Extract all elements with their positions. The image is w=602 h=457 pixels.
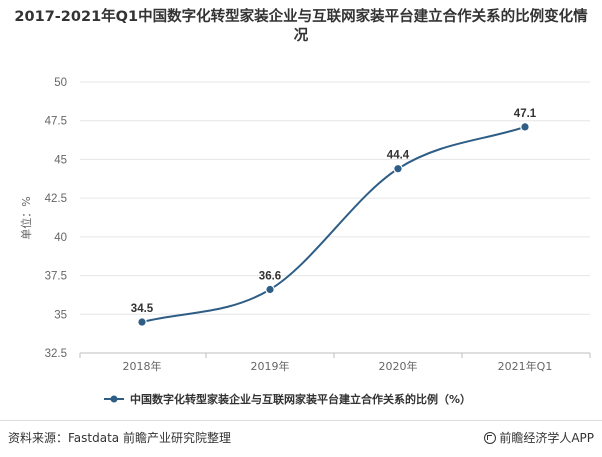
data-point [137,317,147,327]
y-tick-label: 40 [54,232,67,244]
source-note: 资料来源：Fastdata 前瞻产业研究院整理 [8,431,231,445]
brand-name: 前瞻经济学人APP [499,431,594,445]
x-axis: 2018年 2019年 2020年 2021年Q1 [79,353,591,373]
data-point [265,284,275,295]
legend: 中国数字化转型家装企业与互联网家装平台建立合作关系的比例（%） [104,392,471,406]
data-point [520,122,530,132]
brand-logo-icon [484,432,497,444]
grid-lines [80,81,590,354]
y-axis-ticks: 32.5 35 37.5 40 42.5 45 47.5 50 [45,77,67,360]
legend-label: 中国数字化转型家装企业与互联网家装平台建立合作关系的比例（%） [130,392,471,406]
data-label: 36.6 [259,271,281,283]
y-axis-label: 单位：% [19,196,33,239]
data-point [393,163,403,174]
data-label: 47.1 [514,108,537,120]
y-tick-label: 35 [54,309,67,321]
data-label: 44.4 [387,150,410,162]
data-label: 34.5 [131,303,154,315]
y-tick-label: 32.5 [45,348,67,360]
data-labels: 34.5 36.6 44.4 47.1 [131,108,537,315]
y-tick-label: 37.5 [45,271,67,283]
y-tick-label: 50 [54,77,67,89]
line-chart: 32.5 35 37.5 40 42.5 45 47.5 50 2018年 2019年 2020年… [19,77,591,406]
x-tick-label: 2019年 [251,359,290,373]
series-line [141,125,526,323]
x-tick-label: 2018年 [123,359,162,373]
chart-title: 2017-2021年Q1中国数字化转型家装企业与互联网家装平台建立合作关系的比例… [14,9,588,44]
y-tick-label: 45 [54,154,67,166]
footer-divider [0,420,602,421]
series-layer [137,122,530,327]
y-tick-label: 42.5 [45,193,67,205]
y-tick-label: 47.5 [45,116,67,128]
legend-marker [110,395,118,403]
x-tick-label: 2021年Q1 [498,359,553,373]
brand-credit: 前瞻经济学人APP [484,429,594,446]
x-tick-label: 2020年 [379,359,418,373]
